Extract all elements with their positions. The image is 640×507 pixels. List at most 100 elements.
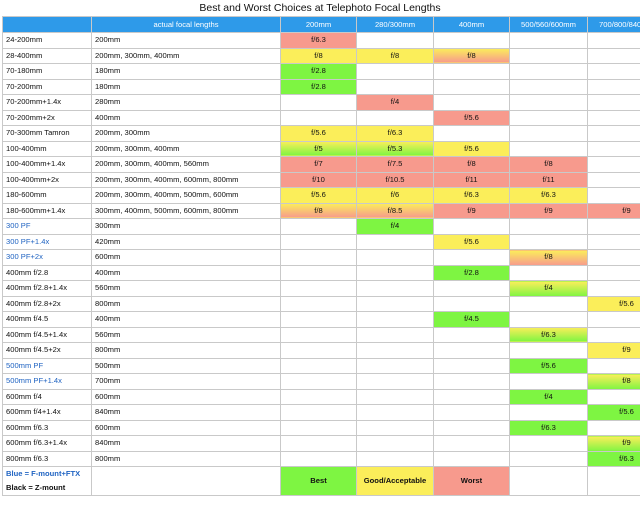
aperture-cell	[587, 280, 640, 297]
header-cell-500-560-600mm: 500/560/600mm	[509, 16, 588, 33]
aperture-cell	[509, 125, 588, 142]
aperture-cell: f/5.6	[587, 295, 640, 312]
legend-acceptable: Good/Acceptable	[356, 466, 434, 496]
lens-name: 500mm PF+1.4x	[2, 373, 92, 390]
aperture-cell: f/9	[509, 202, 588, 219]
actual-focal-lengths: 600mm	[91, 249, 281, 266]
aperture-cell	[509, 373, 588, 390]
aperture-cell	[356, 78, 434, 95]
aperture-cell	[587, 264, 640, 281]
actual-focal-lengths: 600mm	[91, 419, 281, 436]
lens-name: 300 PF+2x	[2, 249, 92, 266]
lens-name: 70-180mm	[2, 63, 92, 80]
aperture-cell: f/9	[433, 202, 510, 219]
actual-focal-lengths: 200mm, 300mm, 400mm	[91, 47, 281, 64]
table-row: 600mm f/6.3+1.4x 840mm f/9	[2, 435, 640, 452]
aperture-cell	[587, 32, 640, 49]
aperture-cell	[587, 94, 640, 111]
lens-name: 600mm f/6.3	[2, 419, 92, 436]
actual-focal-lengths: 400mm	[91, 264, 281, 281]
aperture-cell	[280, 311, 357, 328]
aperture-cell	[433, 249, 510, 266]
aperture-cell	[280, 419, 357, 436]
table-row: 180-600mm 200mm, 300mm, 400mm, 500mm, 600…	[2, 187, 640, 204]
aperture-cell	[587, 311, 640, 328]
aperture-cell: f/8	[433, 156, 510, 173]
aperture-cell	[433, 78, 510, 95]
aperture-cell	[356, 32, 434, 49]
aperture-cell	[356, 388, 434, 405]
aperture-cell: f/8	[509, 249, 588, 266]
aperture-cell	[356, 342, 434, 359]
aperture-cell: f/9	[587, 435, 640, 452]
aperture-cell	[280, 218, 357, 235]
mount-key-blue: Blue = F-mount+FTX	[6, 469, 81, 478]
table-row: 100-400mm+2x 200mm, 300mm, 400mm, 600mm, …	[2, 171, 640, 188]
table-row: 70-200mm+2x 400mm f/5.6	[2, 109, 640, 126]
aperture-cell: f/5.6	[587, 404, 640, 421]
aperture-cell: f/9	[587, 202, 640, 219]
aperture-cell: f/5.3	[356, 140, 434, 157]
aperture-cell: f/4	[509, 280, 588, 297]
aperture-cell	[509, 435, 588, 452]
aperture-cell: f/6.3	[587, 450, 640, 467]
header-cell-400mm: 400mm	[433, 16, 510, 33]
aperture-cell: f/5.6	[509, 357, 588, 374]
aperture-cell	[356, 450, 434, 467]
aperture-cell	[356, 419, 434, 436]
aperture-cell	[356, 249, 434, 266]
table-row: 100-400mm+1.4x 200mm, 300mm, 400mm, 560mm…	[2, 156, 640, 173]
aperture-cell	[356, 373, 434, 390]
table-row: 24-200mm 200mm f/6.3	[2, 32, 640, 49]
aperture-cell: f/2.8	[433, 264, 510, 281]
aperture-cell	[356, 357, 434, 374]
header-cell-700-800-840mm: 700/800/840mm	[587, 16, 640, 33]
table-row: 400mm f/2.8 400mm f/2.8	[2, 264, 640, 281]
aperture-cell	[356, 233, 434, 250]
header-cell-280-300mm: 280/300mm	[356, 16, 434, 33]
aperture-cell: f/10	[280, 171, 357, 188]
aperture-cell	[587, 357, 640, 374]
lens-name: 70-200mm	[2, 78, 92, 95]
lens-name: 28-400mm	[2, 47, 92, 64]
aperture-cell	[509, 94, 588, 111]
legend-empty	[509, 466, 588, 496]
table-row: 400mm f/4.5+1.4x 560mm f/6.3	[2, 326, 640, 343]
mount-key: Blue = F-mount+FTX Black = Z-mount	[2, 466, 92, 496]
aperture-cell: f/11	[433, 171, 510, 188]
actual-focal-lengths: 600mm	[91, 388, 281, 405]
lens-name: 400mm f/2.8	[2, 264, 92, 281]
aperture-cell	[509, 32, 588, 49]
actual-focal-lengths: 300mm	[91, 218, 281, 235]
aperture-cell	[280, 94, 357, 111]
aperture-cell	[433, 342, 510, 359]
aperture-cell	[587, 78, 640, 95]
lens-name: 180-600mm+1.4x	[2, 202, 92, 219]
legend-empty	[91, 466, 281, 496]
aperture-cell	[509, 264, 588, 281]
aperture-cell: f/4	[356, 94, 434, 111]
aperture-cell: f/5.6	[433, 140, 510, 157]
aperture-cell	[356, 295, 434, 312]
aperture-cell	[509, 78, 588, 95]
aperture-cell	[356, 326, 434, 343]
aperture-cell: f/5.6	[280, 187, 357, 204]
legend-worst: Worst	[433, 466, 510, 496]
actual-focal-lengths: 700mm	[91, 373, 281, 390]
table-row: 300 PF+2x 600mm f/8	[2, 249, 640, 266]
actual-focal-lengths: 800mm	[91, 295, 281, 312]
lens-name: 100-400mm+1.4x	[2, 156, 92, 173]
aperture-cell	[280, 264, 357, 281]
aperture-cell	[433, 63, 510, 80]
table-row: 400mm f/4.5 400mm f/4.5	[2, 311, 640, 328]
aperture-cell	[280, 295, 357, 312]
aperture-cell: f/5	[280, 140, 357, 157]
aperture-cell	[280, 404, 357, 421]
lens-name: 400mm f/4.5	[2, 311, 92, 328]
aperture-cell	[356, 63, 434, 80]
aperture-cell	[509, 404, 588, 421]
aperture-cell	[433, 218, 510, 235]
aperture-cell	[509, 218, 588, 235]
lens-name: 100-400mm	[2, 140, 92, 157]
aperture-cell	[356, 109, 434, 126]
